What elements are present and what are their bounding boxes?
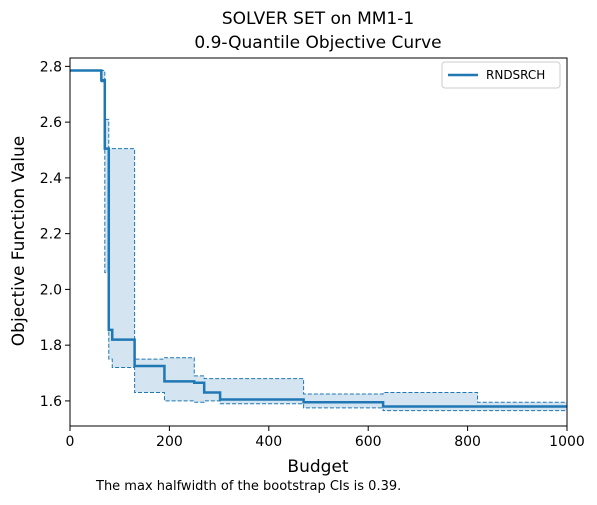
x-tick-label: 600 [355, 434, 382, 450]
legend-box [441, 61, 561, 89]
axes: 0 200 400 600 800 1000 1.6 1.8 2.0 2.2 2.4 2.6 2.8 [40, 57, 585, 450]
y-axis-label: Objective Function Value [9, 136, 29, 346]
ci-band [70, 70, 567, 411]
y-tick-label: 2.4 [40, 171, 62, 187]
y-tick-label: 1.8 [40, 338, 62, 354]
y-tick-label: 1.6 [40, 394, 62, 410]
legend-label: RNDSRCH [486, 68, 545, 82]
y-tick-label: 2.2 [40, 227, 62, 243]
ci-lower-line [70, 70, 567, 412]
plot-frame [69, 57, 568, 427]
chart-title: SOLVER SET on MM1-1 [222, 9, 414, 29]
ci-upper-line [70, 70, 567, 403]
y-tick-label: 2.6 [40, 115, 62, 131]
series-line-rndsrch [70, 69, 567, 408]
footnote: The max halfwidth of the bootstrap CIs i… [96, 479, 402, 494]
x-tick-label: 800 [454, 434, 481, 450]
legend: RNDSRCH [441, 61, 561, 89]
x-axis-label: Budget [287, 457, 348, 477]
chart-subtitle: 0.9-Quantile Objective Curve [194, 33, 441, 53]
x-tick-label: 1000 [549, 434, 585, 450]
x-tick-label: 400 [255, 434, 282, 450]
y-tick-label: 2.8 [40, 59, 62, 75]
y-tick-label: 2.0 [40, 282, 62, 298]
x-tick-label: 0 [66, 434, 75, 450]
plot-area [70, 69, 567, 412]
x-tick-label: 200 [156, 434, 183, 450]
